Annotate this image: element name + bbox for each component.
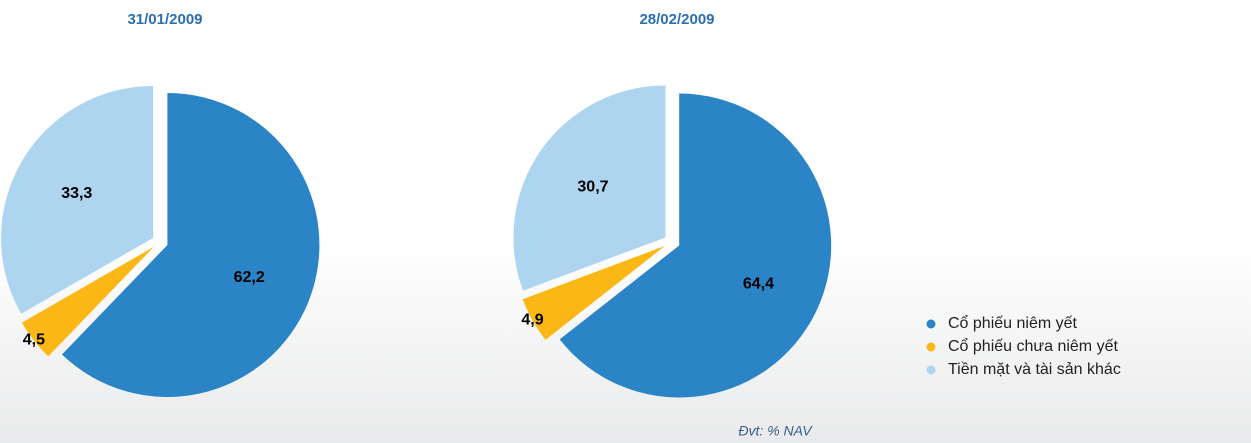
pie-title: 31/01/2009 — [127, 11, 202, 28]
pie-slice — [21, 246, 154, 357]
data-label: 4,5 — [23, 332, 45, 349]
legend-marker — [926, 319, 936, 329]
legend-label: Cổ phiếu niêm yết — [948, 314, 1078, 332]
legend-marker — [926, 365, 936, 375]
data-label: 30,7 — [577, 178, 608, 195]
legend-marker — [926, 342, 936, 352]
data-label: 62,2 — [234, 269, 265, 286]
data-label: 64,4 — [743, 275, 774, 292]
data-label: 4,9 — [521, 312, 543, 329]
footnote: Đvt: % NAV — [738, 423, 813, 439]
pie-slice — [559, 93, 832, 398]
legend-label: Cổ phiếu chưa niêm yết — [948, 337, 1118, 355]
pie-slice — [522, 245, 666, 340]
pie-slice — [1, 85, 154, 314]
legend-label: Tiền mặt và tài sản khác — [948, 361, 1121, 378]
pie-slice — [513, 85, 666, 291]
pie-title: 28/02/2009 — [639, 11, 714, 28]
pie-slice — [61, 92, 320, 397]
data-label: 33,3 — [61, 185, 92, 202]
